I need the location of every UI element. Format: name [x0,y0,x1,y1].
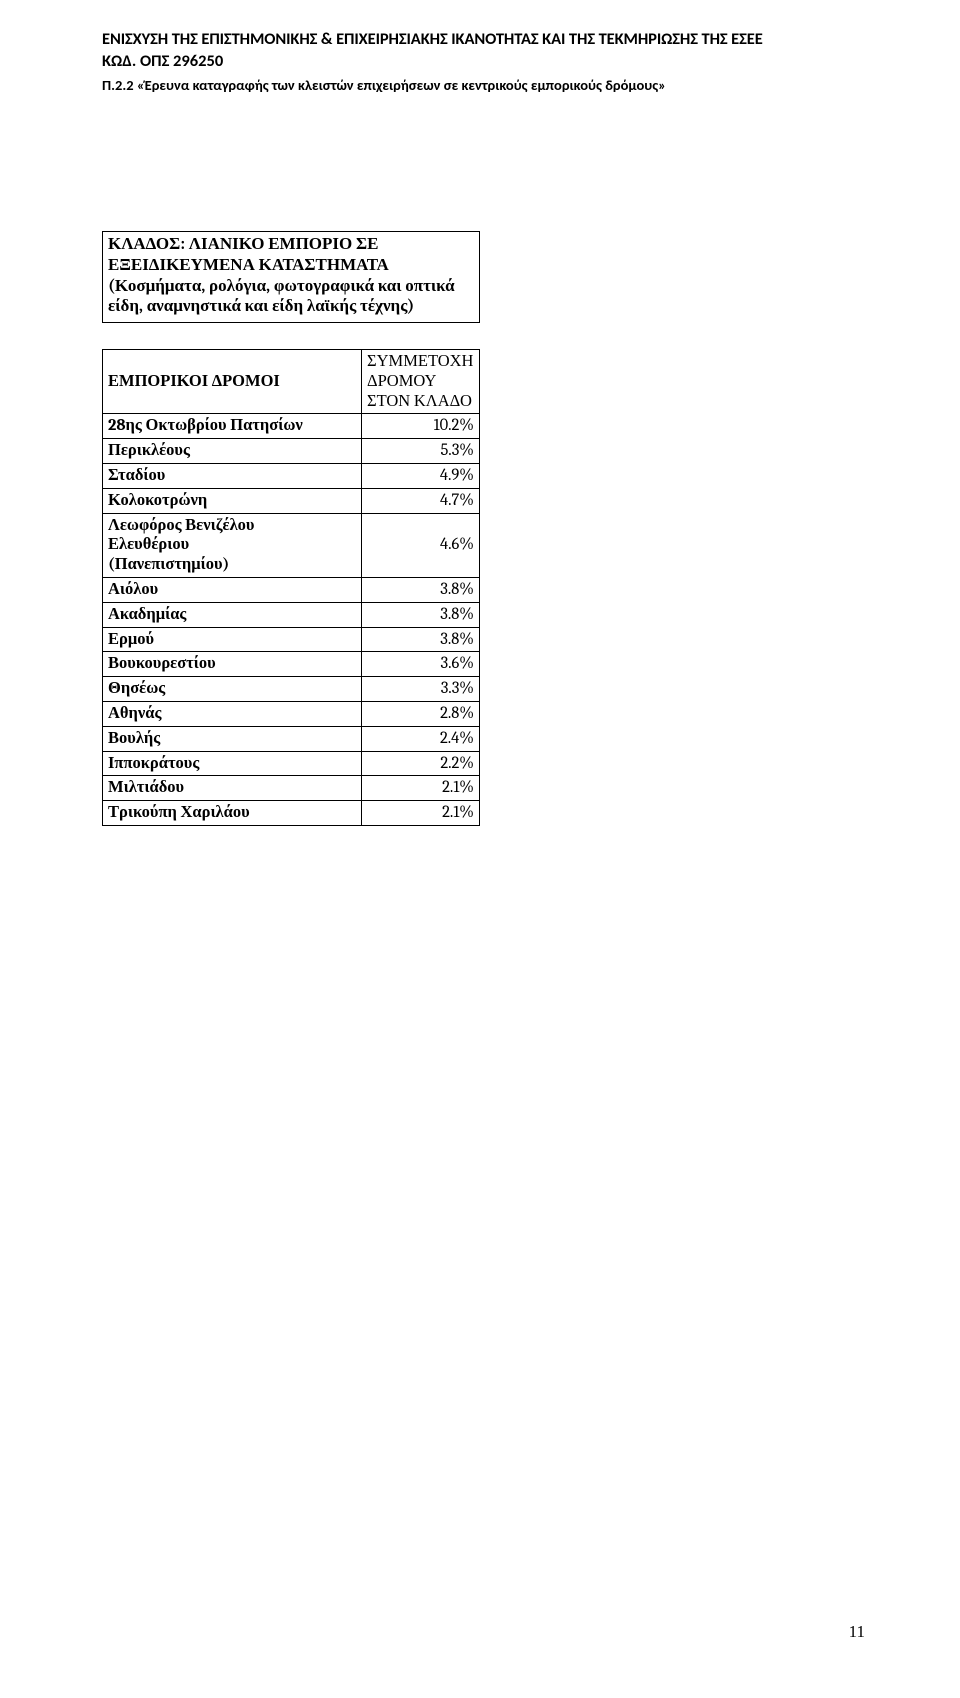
value-cell: 3.8% [362,578,480,603]
table-row: Μιλτιάδου 2.1% [103,776,480,801]
street-cell: 28ης Οκτωβρίου Πατησίων [103,414,362,439]
column-header-streets: ΕΜΠΟΡΙΚΟΙ ΔΡΟΜΟΙ [103,350,362,414]
table-row: Τρικούπη Χαριλάου 2.1% [103,801,480,826]
street-cell: Τρικούπη Χαριλάου [103,801,362,826]
header-title-line2: ΚΩΔ. ΟΠΣ 296250 [102,50,872,72]
value-cell: 2.1% [362,801,480,826]
page-number: 11 [849,1622,865,1642]
street-cell: Ερμού [103,627,362,652]
column-header-share: ΣΥΜΜΕΤΟΧΗ ΔΡΟΜΟΥ ΣΤΟΝ ΚΛΑΔΟ [362,350,480,414]
table-row: Αθηνάς 2.8% [103,701,480,726]
street-cell: Κολοκοτρώνη [103,488,362,513]
street-cell: Θησέως [103,677,362,702]
street-cell: Βουλής [103,726,362,751]
street-cell: Βουκουρεστίου [103,652,362,677]
value-cell: 2.8% [362,701,480,726]
streets-table: ΕΜΠΟΡΙΚΟΙ ΔΡΟΜΟΙ ΣΥΜΜΕΤΟΧΗ ΔΡΟΜΟΥ ΣΤΟΝ Κ… [102,349,480,826]
street-cell: Λεωφόρος ΒενιζέλουΕλευθέριου(Πανεπιστημί… [103,513,362,577]
table-row: Βουλής 2.4% [103,726,480,751]
street-cell: Ακαδημίας [103,602,362,627]
value-cell: 2.1% [362,776,480,801]
table-row: Ακαδημίας 3.8% [103,602,480,627]
value-cell: 4.7% [362,488,480,513]
table-row: Βουκουρεστίου 3.6% [103,652,480,677]
street-cell: Αιόλου [103,578,362,603]
value-cell: 3.8% [362,602,480,627]
table-header-row: ΕΜΠΟΡΙΚΟΙ ΔΡΟΜΟΙ ΣΥΜΜΕΤΟΧΗ ΔΡΟΜΟΥ ΣΤΟΝ Κ… [103,350,480,414]
street-cell: Μιλτιάδου [103,776,362,801]
value-cell: 2.2% [362,751,480,776]
table-row: Περικλέους 5.3% [103,439,480,464]
table-row: Αιόλου 3.8% [103,578,480,603]
value-cell: 3.8% [362,627,480,652]
street-cell: Σταδίου [103,464,362,489]
value-cell: 3.3% [362,677,480,702]
table-row: Λεωφόρος ΒενιζέλουΕλευθέριου(Πανεπιστημί… [103,513,480,577]
value-cell: 4.6% [362,513,480,577]
table-row: Θησέως 3.3% [103,677,480,702]
table-row: Ιπποκράτους 2.2% [103,751,480,776]
header-title-line1: ΕΝΙΣΧΥΣΗ ΤΗΣ ΕΠΙΣΤΗΜΟΝΙΚΗΣ & ΕΠΙΧΕΙΡΗΣΙΑ… [102,28,872,50]
table-row: 28ης Οκτωβρίου Πατησίων 10.2% [103,414,480,439]
table-row: Σταδίου 4.9% [103,464,480,489]
table-row: Ερμού 3.8% [103,627,480,652]
street-cell: Περικλέους [103,439,362,464]
table-row: Κολοκοτρώνη 4.7% [103,488,480,513]
street-cell: Ιπποκράτους [103,751,362,776]
value-cell: 10.2% [362,414,480,439]
value-cell: 4.9% [362,464,480,489]
value-cell: 3.6% [362,652,480,677]
street-cell: Αθηνάς [103,701,362,726]
value-cell: 2.4% [362,726,480,751]
value-cell: 5.3% [362,439,480,464]
header-subtitle: Π.2.2 «Έρευνα καταγραφής των κλειστών επ… [102,73,872,96]
category-description-box: ΚΛΑΔΟΣ: ΛΙΑΝΙΚΟ ΕΜΠΟΡΙΟ ΣΕ ΕΞΕΙΔΙΚΕΥΜΕΝΑ… [102,231,480,323]
